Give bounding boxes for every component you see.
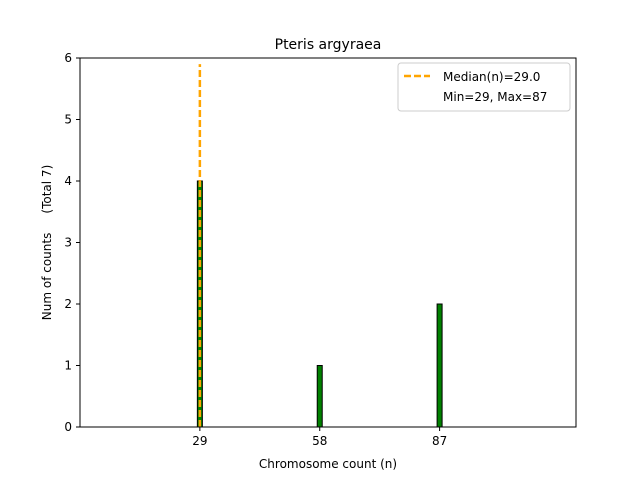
bar-87 <box>436 303 443 428</box>
y-tick-label: 6 <box>64 51 72 65</box>
y-tick-label: 0 <box>64 420 72 434</box>
x-tick-label: 58 <box>312 434 327 448</box>
bar-58 <box>316 365 323 428</box>
bars <box>196 180 456 428</box>
plot-frame <box>79 57 577 428</box>
y-tick-label: 4 <box>64 174 72 188</box>
x-tick-label: 29 <box>192 434 207 448</box>
y-tick-label: 1 <box>64 359 72 373</box>
legend: Median(n)=29.0 Min=29, Max=87 <box>397 62 571 112</box>
y-axis-label: Num of counts (Total 7) <box>40 165 54 320</box>
legend-entry-median: Median(n)=29.0 <box>443 70 540 84</box>
y-tick-label: 5 <box>64 113 72 127</box>
chart-title: Pteris argyraea <box>275 37 382 53</box>
legend-entry-min-max: Min=29, Max=87 <box>443 90 547 104</box>
y-tick-label: 2 <box>64 297 72 311</box>
ticks: 29 58 87 0 1 2 3 4 5 6 <box>64 51 447 448</box>
legend-box <box>397 62 571 112</box>
y-tick-label: 3 <box>64 236 72 250</box>
x-tick-label: 87 <box>432 434 447 448</box>
x-axis-label: Chromosome count (n) <box>259 457 397 471</box>
